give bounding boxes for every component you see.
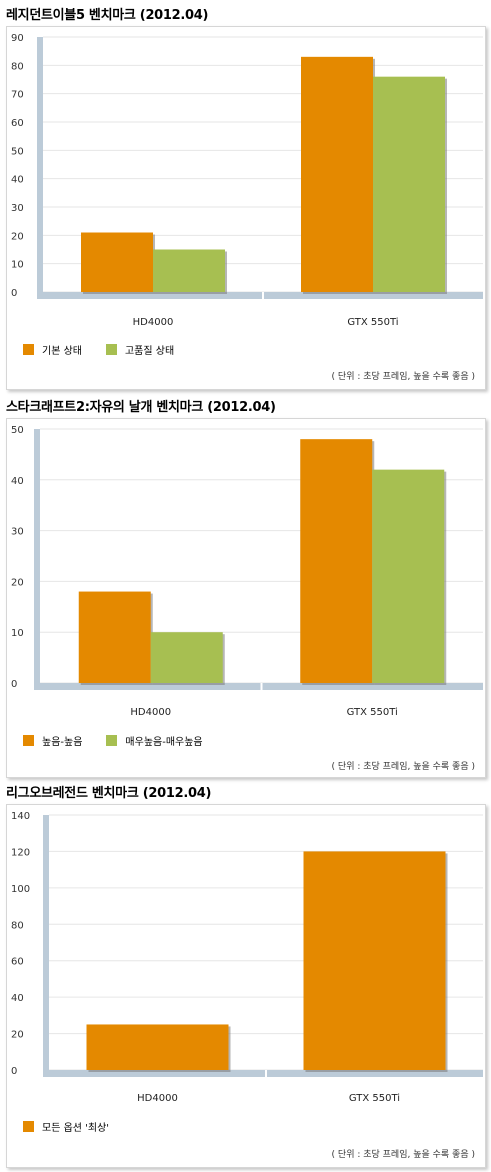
chart-title: 레지던트이블5 벤치마크 (2012.04) <box>6 8 209 23</box>
bar <box>303 851 446 1070</box>
y-tick-label: 40 <box>11 993 24 1004</box>
legend-swatch-green <box>105 344 117 355</box>
bar <box>301 56 373 292</box>
y-tick-label: 60 <box>11 957 24 968</box>
y-tick-label: 120 <box>11 847 30 858</box>
legend-item: 기본 상태 <box>23 342 82 357</box>
bar <box>153 249 225 292</box>
y-tick-label: 20 <box>11 577 24 588</box>
x-category-label: HD4000 <box>130 707 171 718</box>
y-tick-label: 20 <box>11 1030 24 1041</box>
chart-legend: 기본 상태 고품질 상태 <box>23 342 174 357</box>
legend-label: 높음-높음 <box>42 737 83 748</box>
y-tick-label: 30 <box>11 527 24 538</box>
x-axis-floor <box>37 292 483 299</box>
x-category-label: HD4000 <box>137 1093 178 1104</box>
y-tick-label: 0 <box>11 1066 17 1077</box>
y-axis-wall <box>37 37 43 299</box>
unit-note: ( 단위 : 초당 프레임, 높을 수록 좋음 ) <box>331 1150 475 1160</box>
bar <box>78 591 151 683</box>
legend-swatch-orange <box>23 735 34 746</box>
legend-label: 매우높음-매우높음 <box>125 737 203 748</box>
x-category-label: GTX 550Ti <box>347 707 398 718</box>
y-tick-label: 40 <box>11 175 24 186</box>
y-tick-label: 30 <box>11 203 24 214</box>
bar <box>81 232 153 292</box>
y-tick-label: 40 <box>11 476 24 487</box>
y-tick-label: 20 <box>11 231 24 242</box>
legend-swatch-orange <box>23 1121 34 1132</box>
legend-item: 매우높음-매우높음 <box>106 733 203 748</box>
y-tick-label: 0 <box>11 679 17 690</box>
chart-panel-2: 0 10 20 30 40 50 HD4000 GTX 550Ti 높음-높음 매우높음-매우… <box>6 418 486 778</box>
x-axis-floor <box>43 1070 483 1077</box>
legend-swatch-green <box>106 735 118 746</box>
chart-panel-1: 0 10 20 30 40 50 60 70 80 90 HD4000 GTX 550Ti 기본 상태… <box>6 26 486 390</box>
legend-swatch-orange <box>23 344 34 355</box>
y-tick-label: 140 <box>11 811 30 822</box>
chart-title: 스타크래프트2:자유의 날개 벤치마크 (2012.04) <box>6 400 276 415</box>
bar <box>86 1024 229 1070</box>
y-tick-label: 50 <box>11 425 24 436</box>
y-tick-label: 0 <box>11 288 17 299</box>
y-tick-label: 50 <box>11 146 24 157</box>
chart-title: 리그오브레전드 벤치마크 (2012.04) <box>6 786 212 801</box>
x-category-label: HD4000 <box>133 317 174 328</box>
y-tick-label: 100 <box>11 884 30 895</box>
x-axis-floor <box>34 683 483 690</box>
legend-label: 모든 옵션 '최상' <box>42 1123 110 1134</box>
legend-label: 고품질 상태 <box>124 346 175 357</box>
y-tick-label: 90 <box>11 33 24 44</box>
chart-legend: 모든 옵션 '최상' <box>23 1119 109 1134</box>
unit-note: ( 단위 : 초당 프레임, 높을 수록 좋음 ) <box>331 372 475 382</box>
y-tick-label: 80 <box>11 920 24 931</box>
bar-chart-2: 0 10 20 30 40 50 HD4000 GTX 550Ti <box>11 425 483 718</box>
y-tick-label: 10 <box>11 628 24 639</box>
y-axis-wall <box>43 815 49 1077</box>
chart-legend: 높음-높음 매우높음-매우높음 <box>23 733 203 748</box>
legend-item: 높음-높음 <box>23 733 82 748</box>
y-tick-label: 80 <box>11 61 24 72</box>
y-tick-label: 10 <box>11 260 24 271</box>
x-category-label: GTX 550Ti <box>349 1093 400 1104</box>
unit-note: ( 단위 : 초당 프레임, 높을 수록 좋음 ) <box>331 762 475 772</box>
legend-item: 고품질 상태 <box>105 342 175 357</box>
chart-panel-3: 0 20 40 60 80 100 120 140 HD4000 GTX 550Ti 모든 옵션 … <box>6 804 486 1168</box>
legend-item: 모든 옵션 '최상' <box>23 1119 109 1134</box>
legend-label: 기본 상태 <box>42 346 82 357</box>
bar-chart-3: 0 20 40 60 80 100 120 140 HD4000 GTX 550Ti <box>11 811 483 1104</box>
bar <box>300 439 373 683</box>
bar <box>150 632 223 683</box>
x-category-label: GTX 550Ti <box>347 317 398 328</box>
y-tick-label: 60 <box>11 118 24 129</box>
bar <box>372 469 445 683</box>
bar-chart-1: 0 10 20 30 40 50 60 70 80 90 HD4000 GTX 550Ti <box>11 33 483 328</box>
y-axis-wall <box>34 429 40 690</box>
y-tick-label: 70 <box>11 90 24 101</box>
bar <box>373 76 445 292</box>
